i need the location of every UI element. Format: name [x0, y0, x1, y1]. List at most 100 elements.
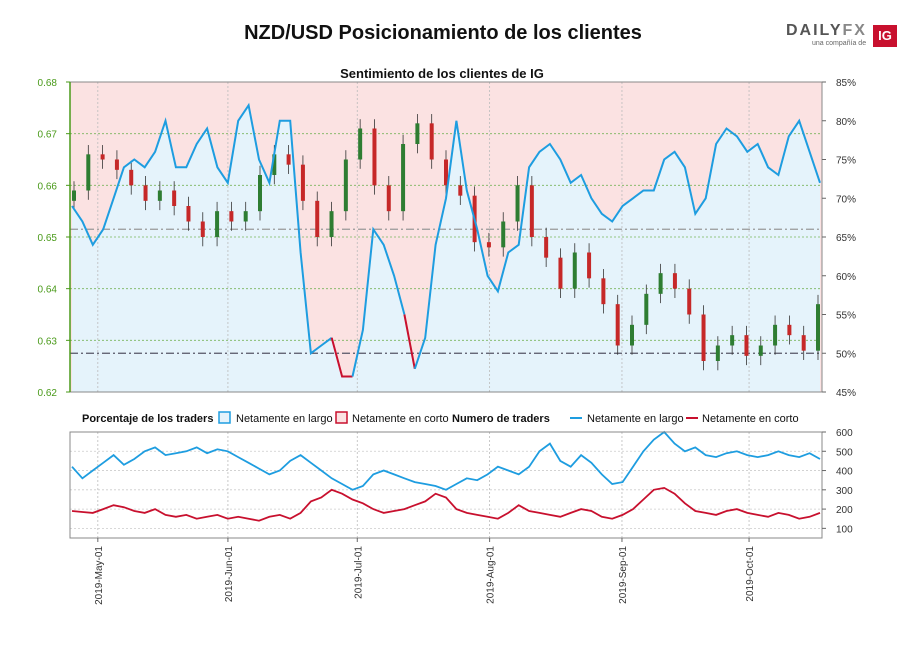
candle-body [587, 252, 592, 279]
candle-body [801, 335, 806, 351]
dailyfx-logo: DAILYFX una compañía de IG [786, 20, 898, 50]
candle-body [544, 237, 549, 258]
candle-body [415, 123, 420, 144]
pct-tick-label: 50% [836, 349, 856, 360]
count-tick-label: 400 [836, 467, 853, 478]
legend-pct-short: Netamente en corto [352, 413, 449, 425]
candle-body [286, 154, 291, 165]
price-tick-label: 0.67 [38, 130, 58, 141]
candle-body [100, 154, 105, 160]
date-tick-label: 2019-Oct-01 [745, 546, 756, 602]
candle-body [386, 185, 391, 212]
candle-body [701, 314, 706, 361]
candle-body [787, 324, 792, 336]
pct-tick-label: 65% [836, 233, 856, 244]
pct-tick-label: 85% [836, 78, 856, 89]
count-tick-label: 600 [836, 428, 853, 439]
upper-chart-title: Sentimiento de los clientes de IG [340, 66, 544, 81]
candle-body [773, 324, 778, 346]
short-pct-line [330, 337, 353, 378]
candle-body [72, 190, 76, 201]
legend-num-title: Numero de traders [452, 413, 550, 425]
date-tick-label: 2019-Jul-01 [353, 546, 364, 599]
legend-pct-long: Netamente en largo [236, 413, 333, 425]
lower-grid [70, 432, 822, 538]
price-tick-label: 0.66 [38, 181, 58, 192]
legend-num-long: Netamente en largo [587, 413, 684, 425]
candle-body [329, 211, 334, 237]
candle-body [816, 304, 820, 351]
candle-body [300, 164, 305, 201]
candle-body [186, 206, 191, 222]
count-tick-label: 100 [836, 524, 853, 535]
candle-body [358, 128, 363, 160]
page-title: NZD/USD Posicionamiento de los clientes [244, 22, 642, 44]
candle-body [229, 211, 234, 222]
lower-trader-lines [71, 430, 821, 522]
ig-logo: IG [873, 25, 897, 47]
upper-sentiment-line [71, 102, 821, 378]
pct-tick-label: 70% [836, 194, 856, 205]
candle-body [615, 304, 620, 346]
logo-wordmark: DAILYFX [786, 22, 867, 39]
candle-body [715, 345, 720, 361]
candle-body [215, 211, 220, 237]
long-pct-line [71, 102, 333, 356]
count-tick-label: 500 [836, 447, 853, 458]
candle-body [429, 123, 434, 160]
candle-body [501, 221, 506, 248]
candle-body [730, 335, 735, 346]
candle-body [172, 190, 177, 206]
candle-body [315, 200, 320, 237]
pct-tick-label: 45% [836, 388, 856, 399]
date-tick-label: 2019-Sep-01 [618, 546, 629, 604]
long-pct-line [413, 118, 821, 370]
candle-body [572, 252, 577, 289]
pct-tick-label: 55% [836, 311, 856, 322]
candle-body [558, 257, 563, 289]
candle-body [672, 273, 677, 289]
candle-body [601, 278, 606, 305]
date-tick-label: 2019-Jun-01 [224, 546, 235, 603]
lower-plot-frame [69, 431, 823, 539]
x-date-axis: 2019-May-01 2019-Jun-01 2019-Jul-01 2019-Au… [94, 538, 756, 605]
traders-short-line [71, 486, 821, 522]
price-tick-label: 0.68 [38, 78, 58, 89]
candle-body [143, 185, 148, 201]
upper-grid [70, 82, 822, 392]
candle-body [258, 175, 262, 212]
price-tick-label: 0.65 [38, 233, 58, 244]
price-tick-label: 0.62 [38, 388, 58, 399]
candle-body [515, 185, 520, 222]
candle-body [644, 293, 649, 325]
pct-tick-label: 80% [836, 117, 856, 128]
candle-body [157, 190, 162, 201]
candle-body [658, 273, 663, 294]
candle-body [458, 185, 463, 196]
candle-body [401, 144, 406, 212]
candle-body [744, 335, 749, 356]
count-tick-label: 300 [836, 486, 853, 497]
candle-body [86, 154, 91, 191]
legend-pct-title: Porcentaje de los traders [82, 413, 213, 425]
traders-long-line [71, 430, 821, 491]
date-tick-label: 2019-Aug-01 [486, 546, 497, 604]
left-price-axis: 0.68 0.67 0.66 0.65 0.64 0.63 0.62 [38, 78, 71, 399]
price-candles [72, 114, 820, 371]
candle-body [444, 159, 448, 186]
candle-body [758, 345, 763, 356]
candle-body [200, 221, 205, 237]
lower-right-axis: 600 500 400 300 200 100 [822, 428, 853, 535]
price-tick-label: 0.64 [38, 285, 58, 296]
date-tick-label: 2019-May-01 [94, 546, 105, 605]
legend-num-short: Netamente en corto [702, 413, 799, 425]
legend-row: Porcentaje de los traders Netamente en l… [82, 411, 799, 425]
candle-body [630, 324, 634, 346]
candle-body [243, 211, 248, 222]
pct-tick-label: 60% [836, 272, 856, 283]
right-percent-axis: 85% 80% 75% 70% 65% 60% 55% 50% 45% [822, 78, 856, 399]
legend-pct-long-swatch [218, 411, 231, 424]
candle-body [129, 169, 134, 186]
candle-body [114, 159, 119, 170]
